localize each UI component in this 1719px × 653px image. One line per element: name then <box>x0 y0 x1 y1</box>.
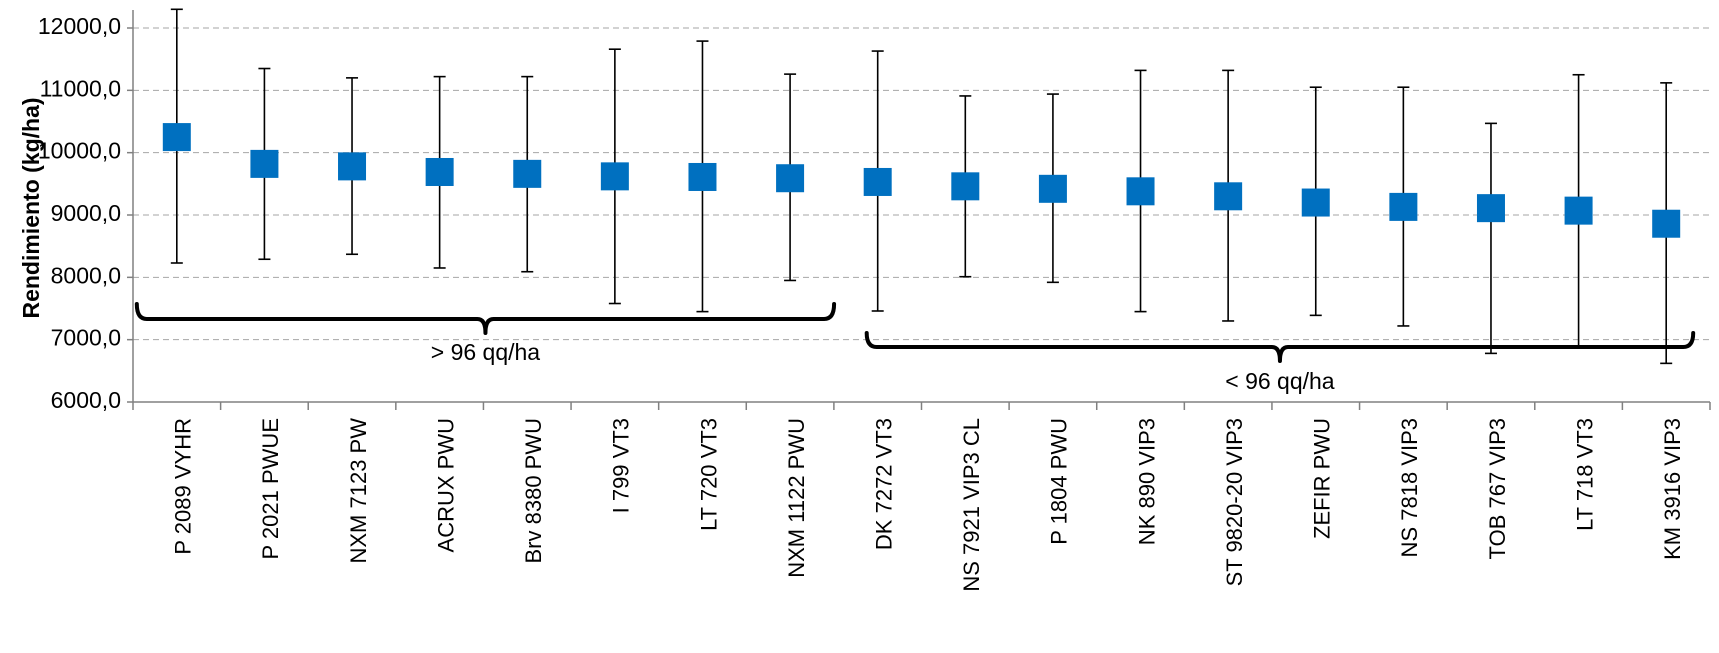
data-point <box>513 159 542 188</box>
x-category-label: P 2089 VYHR <box>171 418 196 555</box>
x-category-labels: P 2089 VYHR P 2021 PWUE NXM 7123 PW ACRUX P… <box>171 418 1685 592</box>
data-point <box>1652 209 1681 238</box>
error-bar <box>1484 122 1497 355</box>
x-category-label: P 2021 PWUE <box>258 418 283 559</box>
data-point <box>1126 177 1155 206</box>
bracket-shape <box>864 331 1696 363</box>
x-category-label: ST 9820-20 VIP3 <box>1222 418 1247 586</box>
data-point <box>162 123 191 152</box>
data-point <box>1038 174 1067 203</box>
data-point <box>1564 196 1593 225</box>
x-category-label: ZEFIR PWU <box>1310 418 1335 539</box>
x-category-label: NS 7921 VIP3 CL <box>959 418 984 592</box>
x-category-label: NXM 1122 PWU <box>784 418 809 578</box>
x-category-label: LT 718 VT3 <box>1572 418 1597 531</box>
y-tick-label: 10000,0 <box>38 138 121 164</box>
y-tick-labels: 6000,0 7000,0 8000,0 9000,0 10000,0 11000,0 12… <box>38 13 121 413</box>
y-axis-label: Rendimiento (kg/ha) <box>18 97 44 318</box>
data-point <box>688 162 717 191</box>
y-tick-label: 7000,0 <box>51 325 121 351</box>
y-tick-label: 9000,0 <box>51 200 121 226</box>
data-point <box>1389 192 1418 221</box>
y-tick-label: 8000,0 <box>51 262 121 288</box>
axes <box>127 10 1711 410</box>
x-category-label: NK 890 VIP3 <box>1134 418 1159 545</box>
data-point <box>1476 194 1505 223</box>
x-category-label: Brv 8380 PWU <box>521 418 546 564</box>
data-point <box>425 157 454 186</box>
group-label: < 96 qq/ha <box>1225 368 1335 394</box>
x-category-label: P 1804 PWU <box>1047 418 1072 545</box>
group-bracket-high: > 96 qq/ha <box>134 302 837 365</box>
data-point <box>600 162 629 191</box>
y-tick-label: 12000,0 <box>38 13 121 39</box>
group-brackets: > 96 qq/ha < 96 qq/ha <box>134 302 1696 394</box>
x-category-label: TOB 767 VIP3 <box>1485 418 1510 559</box>
y-tick-label: 11000,0 <box>40 75 121 101</box>
data-point <box>776 164 805 193</box>
data-point <box>1301 188 1330 217</box>
bracket-shape <box>134 302 837 335</box>
x-category-label: NS 7818 VIP3 <box>1397 418 1422 557</box>
data-point <box>1214 182 1243 211</box>
x-category-label: DK 7272 VT3 <box>872 418 897 550</box>
gridlines <box>133 27 1710 341</box>
x-category-label: I 799 VT3 <box>609 418 634 513</box>
y-tick-label: 6000,0 <box>51 387 121 413</box>
x-category-label: LT 720 VT3 <box>696 418 721 531</box>
x-category-label: ACRUX PWU <box>433 418 458 552</box>
x-category-label: NXM 7123 PW <box>346 418 371 564</box>
data-markers <box>162 123 1681 238</box>
error-bars <box>170 8 1673 365</box>
x-category-label: KM 3916 VIP3 <box>1660 418 1685 560</box>
group-bracket-low: < 96 qq/ha <box>864 331 1696 394</box>
data-point <box>863 167 892 196</box>
group-label: > 96 qq/ha <box>431 339 541 365</box>
data-point <box>951 172 980 201</box>
data-point <box>250 149 279 178</box>
data-point <box>338 152 367 181</box>
